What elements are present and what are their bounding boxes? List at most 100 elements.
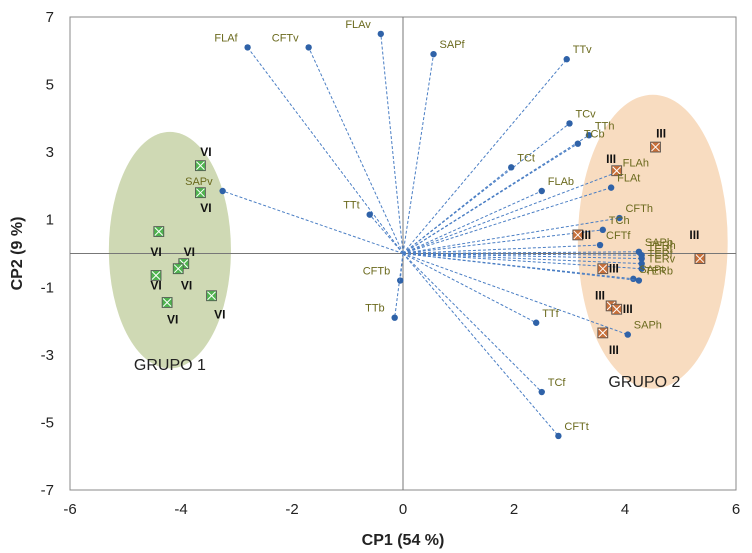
group-ellipse: [108, 131, 231, 369]
observation-cross: [154, 227, 164, 236]
observation-label: III: [609, 262, 619, 276]
observation-cross: [612, 304, 622, 314]
variable-vector: [222, 190, 404, 254]
observation-label: VI: [150, 245, 161, 259]
variable-point: [635, 277, 643, 284]
variable-point: [397, 277, 404, 284]
variable-label: SAPf: [440, 39, 466, 51]
variable-vector: [402, 171, 617, 254]
observation-label: III: [656, 127, 666, 141]
variable-vector: [402, 253, 537, 324]
observation-label: VI: [150, 279, 161, 293]
observation-label: III: [595, 289, 605, 303]
observation-label: III: [689, 228, 699, 242]
variable-point: [585, 132, 593, 139]
y-tick-label: 3: [46, 144, 54, 161]
variable-label: SAPh: [634, 320, 662, 332]
y-axis-title: CP2 (9 %): [9, 217, 26, 291]
variable-point: [616, 214, 623, 222]
observation-marker: [195, 160, 206, 172]
variable-vector: [402, 143, 579, 254]
variable-point: [430, 50, 437, 58]
variable-label: SAPt: [639, 264, 664, 276]
observation-cross: [162, 298, 172, 307]
variable-point: [538, 388, 545, 396]
observation-cross: [598, 328, 608, 338]
variable-vector: [399, 253, 404, 281]
observation-cross: [651, 142, 660, 152]
variable-point: [630, 275, 637, 283]
observation-marker: [597, 327, 609, 339]
observation-label: III: [623, 302, 633, 316]
observation-marker: [153, 226, 165, 237]
y-tick-label: -3: [41, 347, 54, 364]
observation-label: VI: [181, 279, 192, 293]
observation-marker: [150, 270, 162, 281]
variable-point: [305, 44, 312, 51]
variable-label: FLAf: [214, 32, 238, 44]
observations: [150, 141, 706, 339]
variable-label: CFTv: [272, 32, 299, 44]
observation-marker: [206, 290, 217, 302]
observation-label: VI: [200, 201, 211, 215]
variable-vector: [402, 187, 612, 254]
variable-label: TERh: [648, 240, 676, 252]
y-tick-label: 7: [46, 9, 54, 26]
variable-label: TCf: [548, 377, 567, 389]
variable-vector: [380, 33, 404, 254]
group-label: GRUPO 1: [134, 357, 206, 374]
x-axis-title: CP1 (54 %): [362, 532, 445, 549]
axis-ticks: -6 -4 -2 0 2 4 6 -7 -5 -3 -1 1 3 5 7: [41, 9, 741, 518]
observation-label: III: [609, 343, 619, 357]
variable-label: TTt: [343, 200, 360, 212]
observation-cross: [151, 271, 161, 280]
variable-vector: [402, 244, 601, 254]
x-tick-label: 6: [732, 501, 740, 518]
variable-vector: [402, 58, 568, 254]
variable-point: [219, 187, 226, 195]
variable-point: [563, 56, 570, 63]
variable-label: TCt: [517, 152, 535, 164]
group-ellipses: [108, 94, 728, 389]
observation-cross: [598, 264, 608, 274]
observation-marker: [172, 263, 184, 275]
y-tick-label: 5: [46, 77, 54, 94]
observation-cross: [612, 166, 622, 176]
variable-vector: [402, 253, 639, 282]
variable-label: TERt: [648, 244, 673, 256]
variable-label: TTh: [595, 120, 615, 132]
variable-label: CFTt: [564, 421, 588, 433]
observation-label: VI: [214, 307, 225, 321]
x-tick-label: 2: [510, 501, 518, 518]
variable-vector: [394, 253, 404, 318]
variable-point: [508, 164, 515, 171]
observation-marker: [597, 263, 609, 275]
observation-marker: [161, 297, 173, 308]
variable-vector: [402, 190, 542, 254]
variable-label: CFTh: [625, 203, 653, 215]
observation-cross: [207, 291, 216, 301]
variable-vector: [247, 47, 404, 254]
variable-point: [533, 319, 540, 326]
variable-point: [391, 314, 398, 321]
observation-marker: [572, 229, 584, 241]
variable-label: TCv: [576, 108, 597, 120]
variable-point: [638, 255, 645, 262]
x-tick-label: -4: [174, 501, 187, 518]
observation-marker: [611, 303, 623, 315]
variable-vector: [402, 229, 603, 254]
variable-point: [596, 241, 604, 249]
variable-point: [566, 120, 573, 127]
observation-cross: [196, 161, 205, 171]
variable-label: FLAb: [548, 176, 574, 188]
variable-label: TTb: [365, 303, 385, 315]
observation-cross: [173, 264, 183, 274]
variable-label: TERv: [648, 254, 676, 266]
variable-vector: [402, 253, 543, 393]
observation-marker: [650, 141, 661, 153]
variable-label: TERf: [648, 249, 674, 261]
variable-vector: [402, 217, 620, 254]
x-tick-label: -6: [63, 501, 76, 518]
x-tick-label: -2: [285, 501, 298, 518]
